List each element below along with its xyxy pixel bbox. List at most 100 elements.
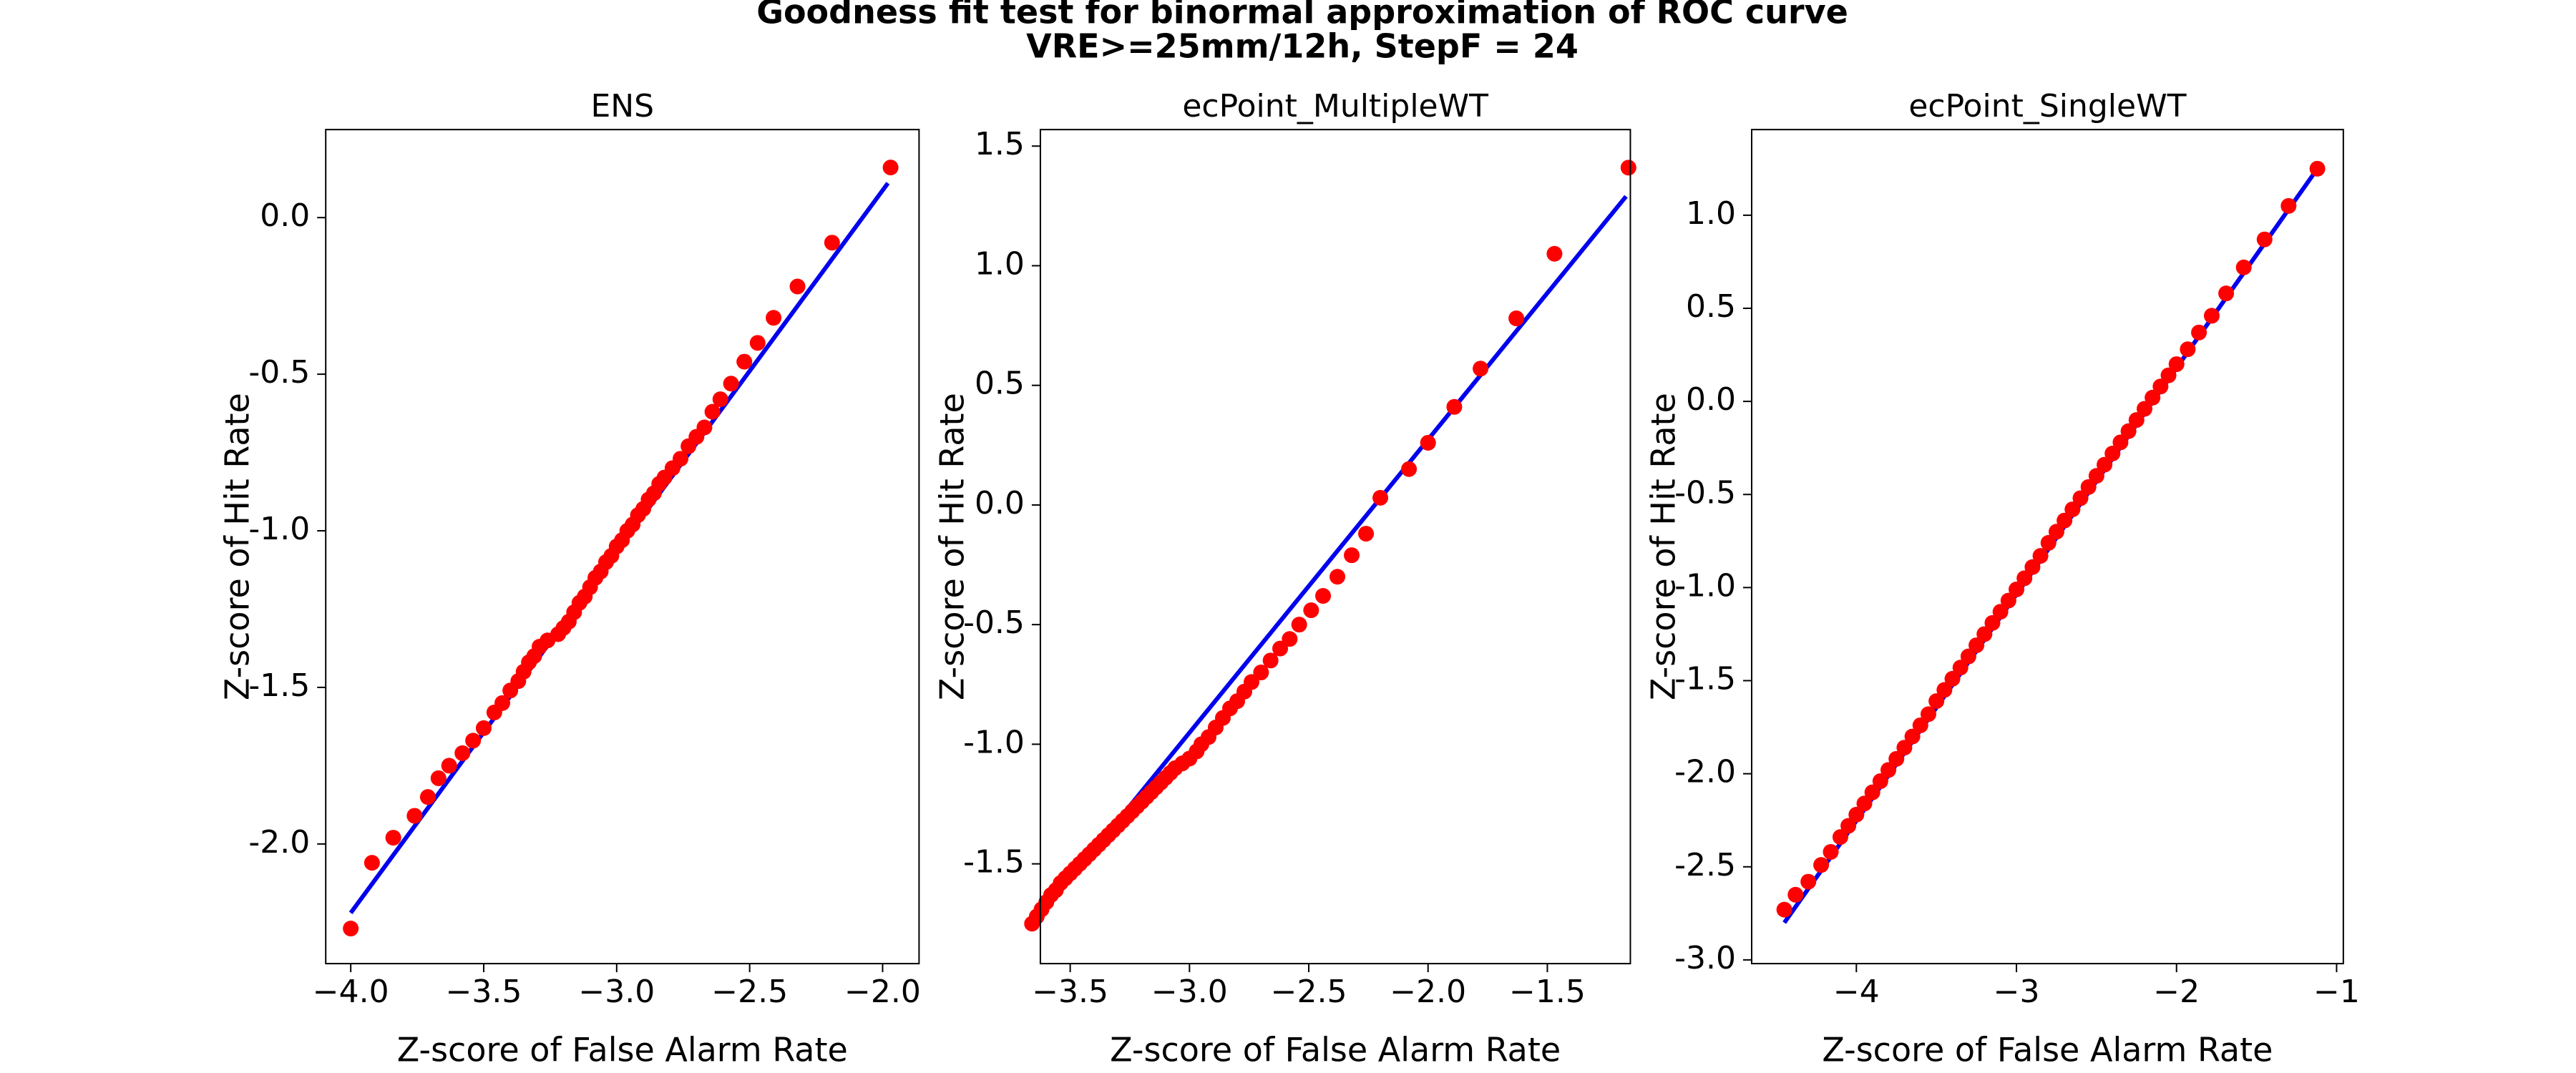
x-tick-label: −3.0 — [1151, 974, 1228, 1010]
point — [1446, 398, 1463, 415]
point — [1864, 784, 1880, 800]
subplot-title: ecPoint_MultipleWT — [1182, 88, 1488, 124]
point — [1344, 547, 1360, 564]
point — [2064, 501, 2081, 518]
subplot-title: ENS — [590, 88, 654, 124]
point — [2112, 434, 2129, 451]
y-tick-label: 1.0 — [1686, 195, 1736, 232]
point — [1840, 818, 1857, 834]
x-tick-label: −3 — [1994, 974, 2040, 1010]
point — [1976, 626, 1993, 642]
point — [2128, 412, 2145, 428]
point — [465, 733, 482, 749]
point — [2203, 308, 2220, 324]
point — [2040, 534, 2057, 551]
figure-title: Goodness fit test for binormal approxima… — [756, 0, 1848, 31]
y-axis-label: Z-score of Hit Rate — [218, 393, 257, 700]
x-tick-label: −2.5 — [711, 974, 788, 1010]
point — [2032, 548, 2049, 564]
point — [2120, 423, 2137, 439]
point — [766, 310, 782, 326]
point — [2152, 378, 2169, 395]
y-tick-label: -1.0 — [248, 511, 310, 547]
y-tick-label: -1.5 — [1674, 661, 1736, 697]
point — [1546, 245, 1563, 262]
point — [1358, 526, 1375, 542]
y-tick-label: -1.5 — [963, 844, 1025, 881]
point — [2080, 479, 2097, 495]
point — [1856, 795, 1873, 812]
figure-subtitle: VRE>=25mm/12h, StepF = 24 — [1026, 27, 1579, 66]
point — [1968, 637, 1985, 654]
point — [1928, 693, 1945, 710]
point — [1473, 361, 1489, 377]
point — [1787, 886, 1804, 903]
point — [1401, 461, 1418, 477]
point — [1620, 160, 1636, 176]
point — [2168, 356, 2185, 373]
x-tick-label: −4 — [1833, 974, 1880, 1010]
point — [2256, 231, 2273, 248]
point — [2072, 490, 2089, 506]
subplot: ecPoint_SingleWT −4 −3 −2 −1 -3.0 -2.5 -2.0 -1.5… — [1644, 88, 2360, 1069]
point — [1508, 310, 1525, 327]
point — [2235, 259, 2252, 275]
plot-frame — [1751, 129, 2344, 965]
point — [1262, 652, 1279, 669]
point — [1904, 728, 1921, 745]
y-tick-label: -3.0 — [1674, 940, 1736, 976]
point — [696, 419, 713, 436]
point — [441, 758, 457, 774]
x-tick-label: −4.0 — [313, 974, 389, 1010]
point — [1984, 614, 2001, 631]
point — [1823, 843, 1839, 860]
x-tick-label: −3.5 — [446, 974, 522, 1010]
x-tick-label: −3.0 — [578, 974, 655, 1010]
point — [1330, 569, 1346, 585]
x-tick-label: −2.5 — [1271, 974, 1347, 1010]
y-tick-label: -1.0 — [1674, 567, 1736, 604]
point — [1848, 806, 1865, 823]
y-tick-label: 1.5 — [975, 126, 1025, 162]
point — [2218, 285, 2235, 302]
point — [1896, 740, 1913, 756]
point — [2180, 341, 2196, 358]
point — [2160, 367, 2177, 383]
x-axis-label: Z-score of False Alarm Rate — [1110, 1031, 1561, 1069]
point — [736, 353, 753, 370]
x-tick-label: −1.5 — [1509, 974, 1586, 1010]
point — [1315, 588, 1332, 604]
point — [2280, 197, 2297, 214]
y-tick-label: -2.5 — [1674, 847, 1736, 883]
y-tick-label: 1.0 — [975, 245, 1025, 282]
point — [1282, 631, 1298, 647]
point — [454, 745, 471, 761]
point — [789, 278, 806, 295]
y-axis-label: Z-score of Hit Rate — [932, 393, 971, 700]
point — [2104, 446, 2121, 462]
subplot: ENS −4.0 −3.5 −3.0 −2.5 −2.0 -2.0 -1.5 -1.0 -0.5 0… — [218, 88, 921, 1069]
point — [475, 720, 492, 736]
subplot: ecPoint_MultipleWT −3.5 −3.0 −2.5 −2.0 −1.5 -1… — [932, 88, 1636, 1069]
point — [2009, 581, 2025, 597]
point — [1776, 901, 1792, 918]
point — [673, 451, 689, 467]
point — [1936, 682, 1953, 698]
point — [2191, 324, 2207, 340]
y-tick-label: 0.0 — [1686, 381, 1736, 418]
point — [2016, 570, 2033, 587]
y-tick-label: -1.0 — [963, 724, 1025, 760]
point — [2136, 401, 2152, 417]
point — [712, 391, 728, 408]
x-tick-label: −2.0 — [844, 974, 921, 1010]
point — [364, 855, 380, 871]
point — [385, 830, 401, 846]
y-axis-label: Z-score of Hit Rate — [1644, 393, 1683, 700]
point — [1912, 717, 1928, 733]
point — [1420, 434, 1436, 451]
point — [1272, 640, 1289, 657]
subplot-title: ecPoint_SingleWT — [1908, 88, 2186, 124]
y-tick-label: -2.0 — [248, 824, 310, 861]
point — [2048, 524, 2064, 540]
